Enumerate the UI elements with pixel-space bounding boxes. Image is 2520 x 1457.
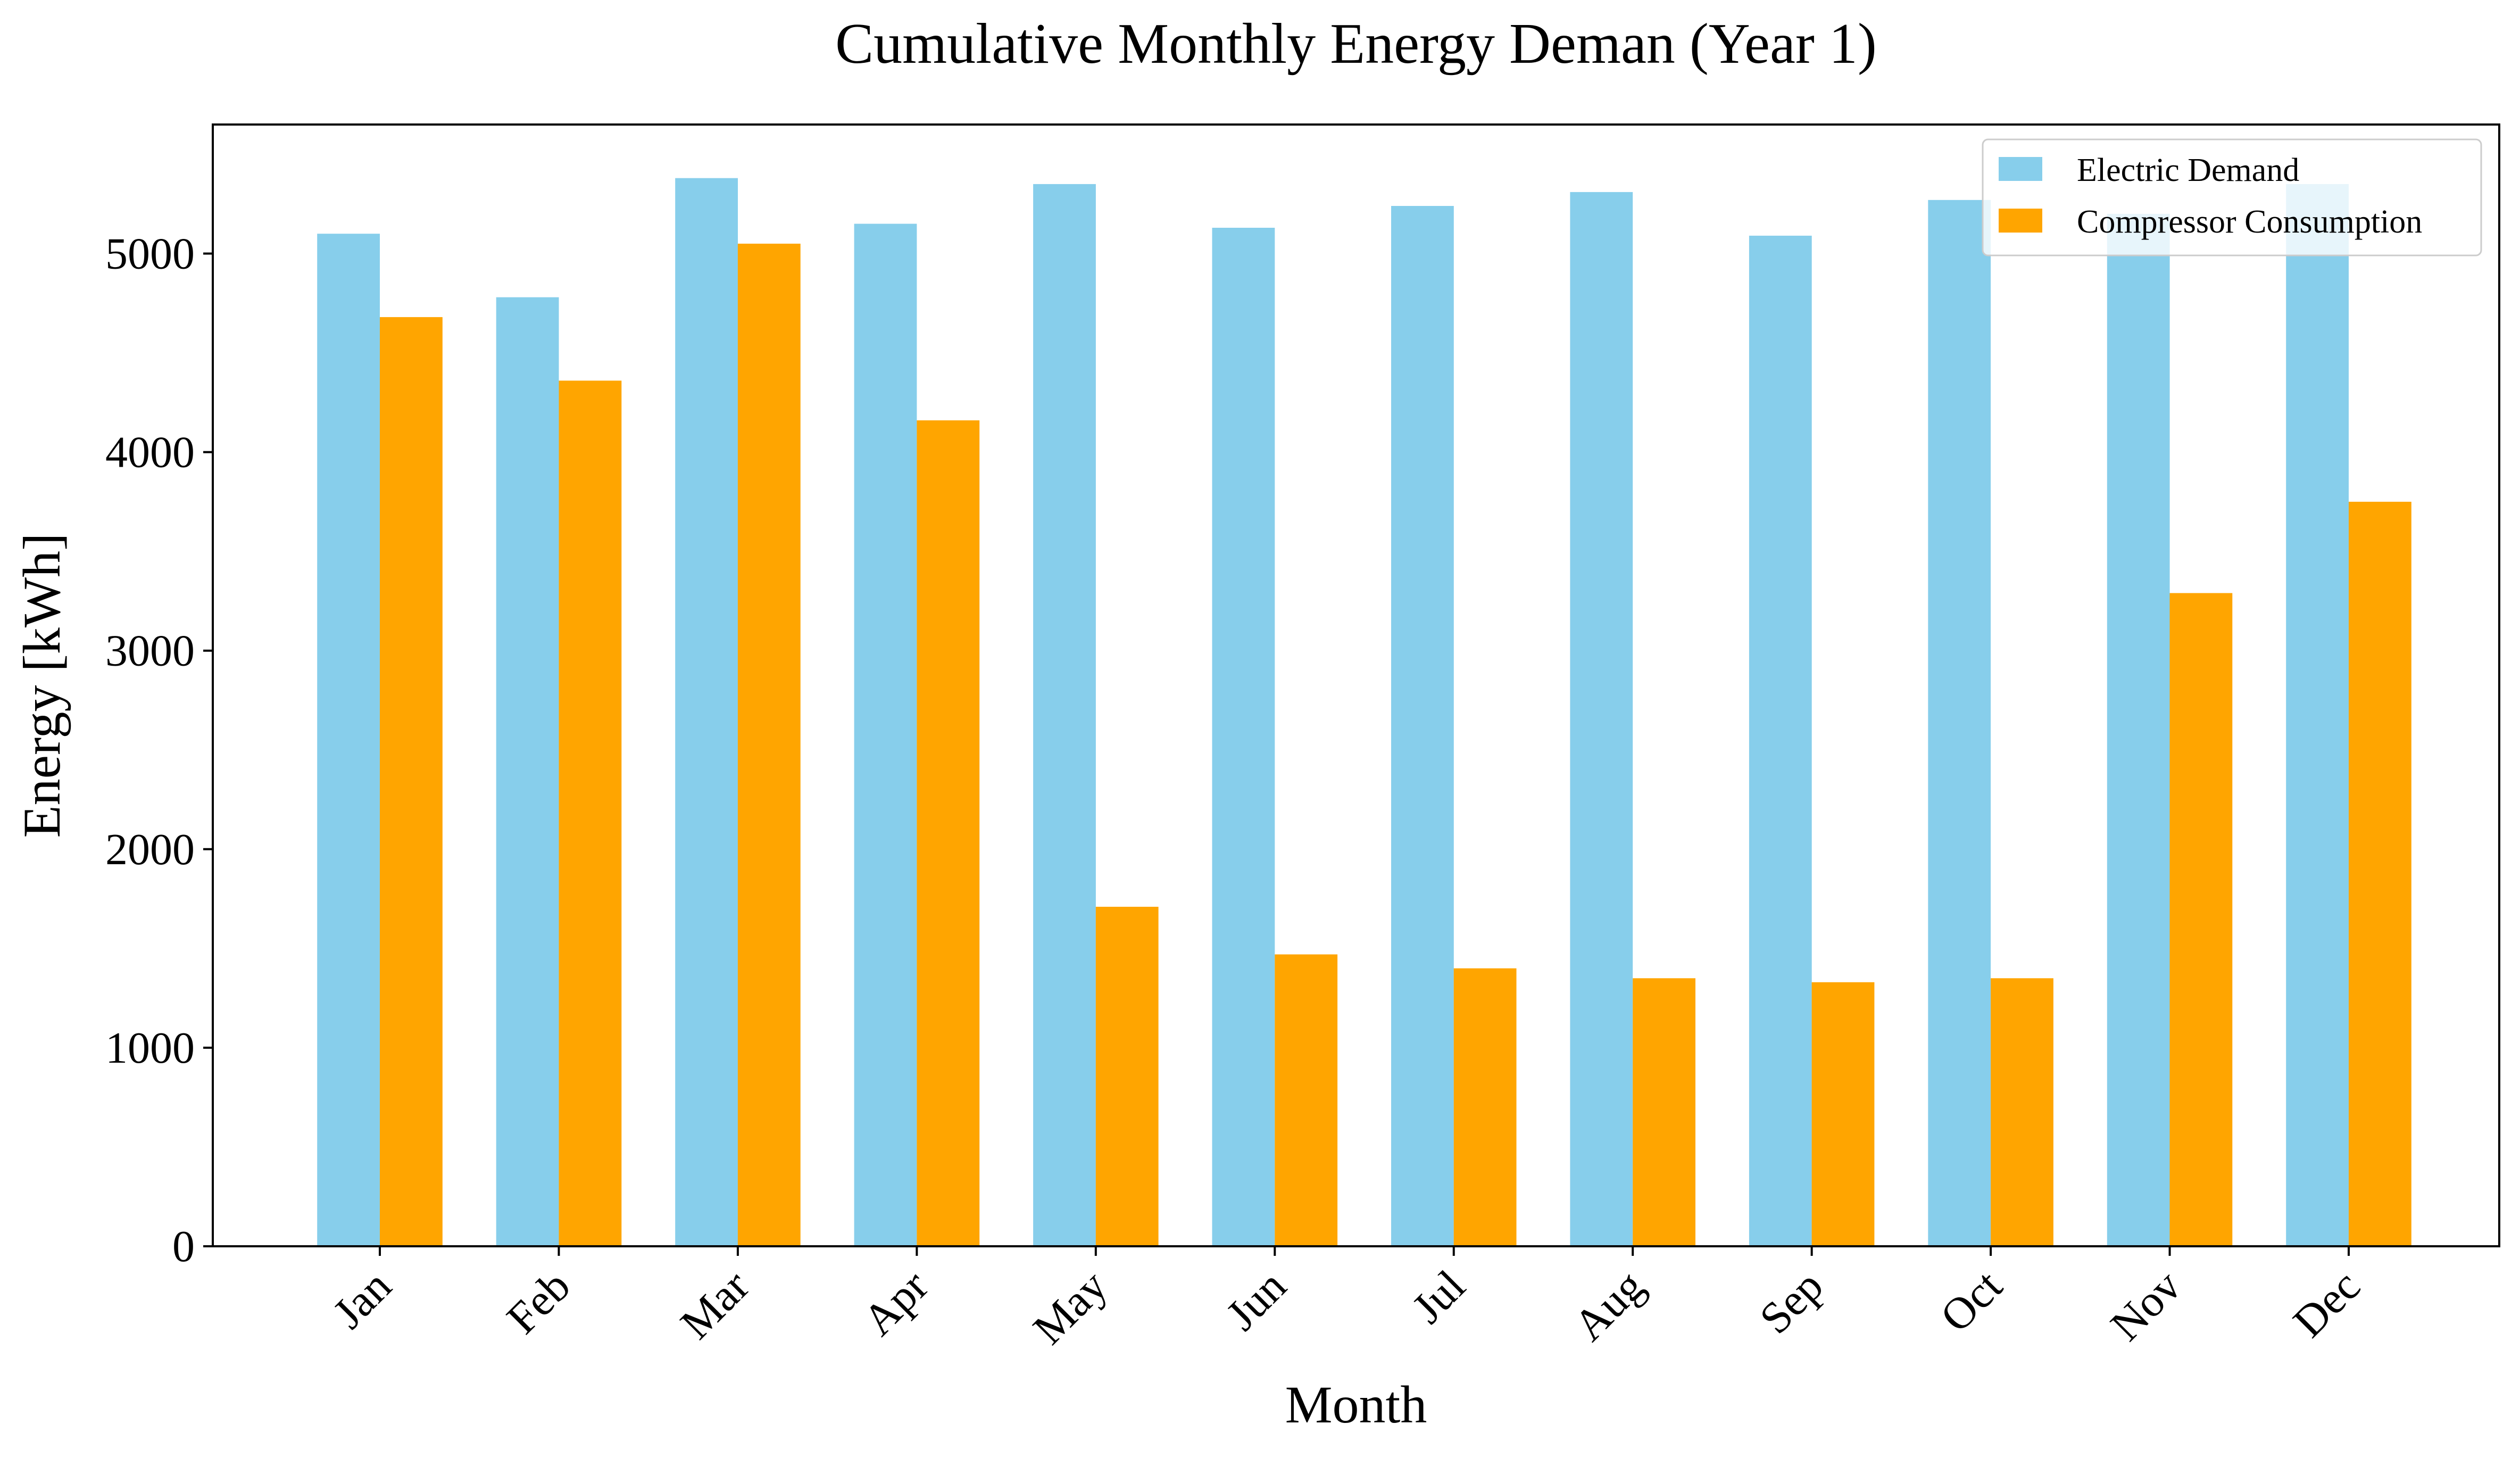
bar-compressor-consumption-oct — [1991, 978, 2053, 1246]
bar-electric-demand-aug — [1570, 192, 1633, 1246]
y-tick-label: 3000 — [105, 626, 195, 676]
y-tick-label: 2000 — [105, 825, 195, 874]
bar-compressor-consumption-jun — [1275, 954, 1338, 1246]
bar-electric-demand-feb — [496, 297, 559, 1246]
bar-compressor-consumption-nov — [2169, 593, 2233, 1246]
bar-electric-demand-jul — [1391, 206, 1454, 1246]
legend-swatch-compressor-consumption — [1999, 209, 2042, 233]
chart-title: Cumulative Monthly Energy Deman (Year 1) — [835, 12, 1877, 76]
bar-compressor-consumption-mar — [737, 243, 801, 1246]
y-tick-label: 5000 — [105, 229, 195, 279]
y-axis: 0 1000 2000 3000 4000 5000 — [105, 229, 213, 1271]
bar-electric-demand-oct — [1928, 200, 1991, 1246]
y-tick-label: 1000 — [105, 1023, 195, 1073]
bar-compressor-consumption-apr — [917, 420, 980, 1246]
bar-electric-demand-apr — [854, 223, 917, 1246]
bar-electric-demand-mar — [675, 178, 738, 1247]
bar-compressor-consumption-sep — [1811, 982, 1875, 1246]
y-tick-label: 4000 — [105, 428, 195, 477]
legend-box — [1982, 138, 2482, 256]
bar-compressor-consumption-feb — [559, 380, 622, 1246]
x-axis-label: Month — [1285, 1375, 1427, 1434]
plot-frame — [212, 123, 2500, 1247]
bar-compressor-consumption-jul — [1453, 968, 1517, 1246]
legend-label-compressor-consumption: Compressor Consumption — [2077, 204, 2422, 240]
bar-compressor-consumption-jan — [380, 317, 443, 1246]
bar-compressor-consumption-aug — [1633, 978, 1695, 1246]
bar-electric-demand-dec — [2286, 184, 2349, 1246]
bar-electric-demand-jan — [317, 234, 380, 1247]
bar-compressor-consumption-may — [1095, 907, 1159, 1246]
y-tick-label: 0 — [172, 1222, 195, 1271]
legend-swatch-electric-demand — [1999, 157, 2042, 181]
bar-electric-demand-nov — [2107, 213, 2170, 1246]
legend-label-electric-demand: Electric Demand — [2077, 152, 2299, 188]
bar-compressor-consumption-dec — [2349, 501, 2411, 1246]
bar-electric-demand-jun — [1212, 228, 1275, 1246]
y-axis-label: Energy [kWh] — [12, 533, 71, 838]
bars-layer — [317, 178, 2411, 1247]
bar-electric-demand-sep — [1749, 235, 1812, 1246]
bar-electric-demand-may — [1033, 184, 1096, 1246]
legend: Electric Demand Compressor Consumption — [1982, 138, 2482, 256]
